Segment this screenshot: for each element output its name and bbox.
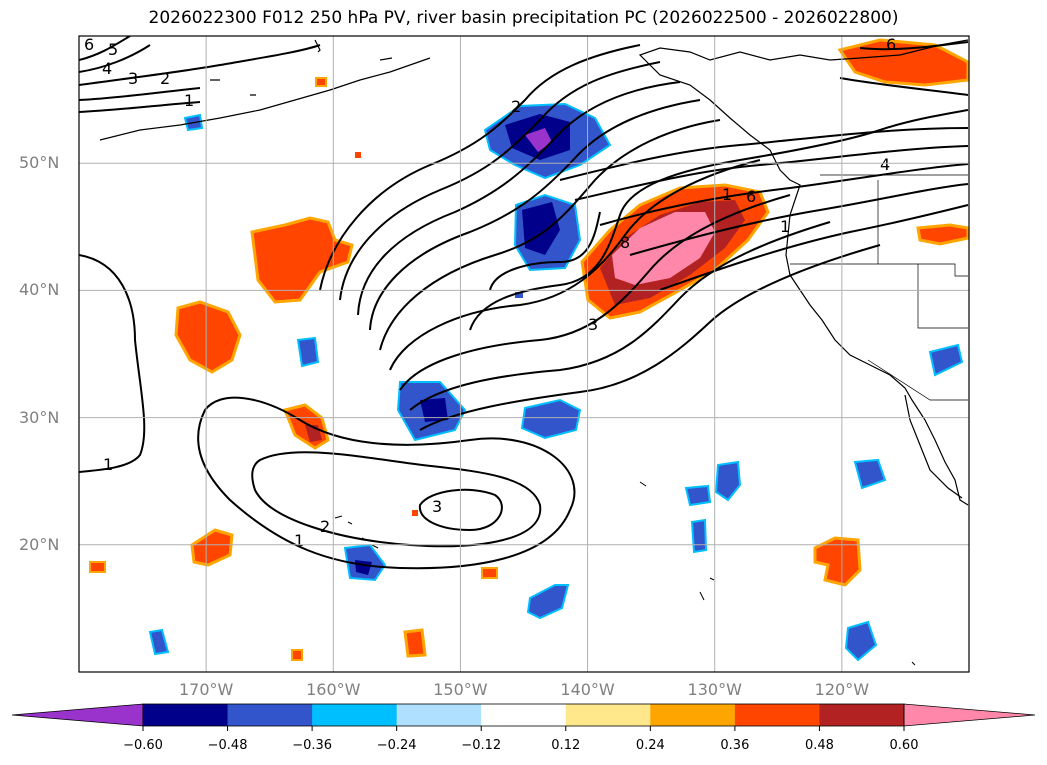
islands <box>334 481 916 666</box>
colorbar-segment <box>819 704 905 726</box>
colorbar-tick-label: 0.36 <box>720 738 750 753</box>
colorbar-tick-label: 0.48 <box>804 738 834 753</box>
contour-label: 2 <box>511 97 521 116</box>
latitude-tick-label: 30°N <box>19 407 60 427</box>
contour-label: 8 <box>620 233 630 252</box>
contour-label: 3 <box>432 497 442 516</box>
contour-label: 4 <box>102 59 112 78</box>
latitude-tick-label: 40°N <box>19 280 60 300</box>
contour-label: 6 <box>84 35 94 54</box>
state-borders <box>790 174 968 401</box>
colorbar-tick-label: 0.24 <box>635 738 665 753</box>
colorbar-extend-high <box>903 703 1036 727</box>
colorbar-segment <box>396 704 482 726</box>
colorbar-segment <box>734 704 820 726</box>
colorbar-tick-label: −0.36 <box>292 738 333 753</box>
colorbar-segment <box>481 704 567 726</box>
colorbar <box>11 703 1036 731</box>
contour-label: 1 <box>184 91 194 110</box>
contour-label: 6 <box>886 35 896 54</box>
contour-label: 2 <box>160 69 170 88</box>
contour-label: 1 <box>780 217 790 236</box>
colorbar-tick-label: 0.12 <box>551 738 581 753</box>
latitude-tick-label: 50°N <box>19 153 60 173</box>
colorbar-extend-low <box>11 703 144 727</box>
contour-label: 3 <box>588 315 598 334</box>
colorbar-tick-label: −0.48 <box>207 738 248 753</box>
colorbar-segment <box>312 704 398 726</box>
latitude-tick-label: 20°N <box>19 534 60 554</box>
colorbar-tick-label: 0.60 <box>889 738 919 753</box>
contour-label: 1 <box>722 185 732 204</box>
longitude-tick-label: 130°W <box>687 680 742 699</box>
contour-label: 3 <box>128 69 138 88</box>
colorbar-segment <box>227 704 313 726</box>
gridlines <box>79 36 969 672</box>
colorbar-tick-label: −0.24 <box>376 738 417 753</box>
longitude-tick-label: 160°W <box>306 680 361 699</box>
map-title: 2026022300 F012 250 hPa PV, river basin … <box>148 8 899 28</box>
colorbar-segment <box>143 704 229 726</box>
map-frame <box>78 35 970 673</box>
pv-contours <box>79 36 969 570</box>
contour-label: 2 <box>320 517 330 536</box>
colorbar-outline <box>142 703 905 727</box>
contour-label: 1 <box>103 455 113 474</box>
longitude-tick-label: 140°W <box>560 680 615 699</box>
colorbar-tick-label: −0.60 <box>123 738 163 753</box>
contour-label: 4 <box>880 155 890 174</box>
coastlines <box>99 39 969 506</box>
longitude-tick-label: 150°W <box>433 680 488 699</box>
contour-label: 6 <box>746 187 756 206</box>
longitude-tick-label: 120°W <box>814 680 870 699</box>
colorbar-segment <box>565 704 651 726</box>
colorbar-tick-label: −0.12 <box>461 738 502 753</box>
longitude-tick-label: 170°W <box>178 680 234 699</box>
contour-labels: 6 5 4 3 2 1 2 8 3 1 6 1 4 6 1 2 3 1 <box>84 35 896 550</box>
colorbar-segment <box>650 704 736 726</box>
contour-label: 5 <box>108 40 118 59</box>
negative-anomaly-shading <box>148 102 964 662</box>
contour-label: 1 <box>294 531 304 550</box>
